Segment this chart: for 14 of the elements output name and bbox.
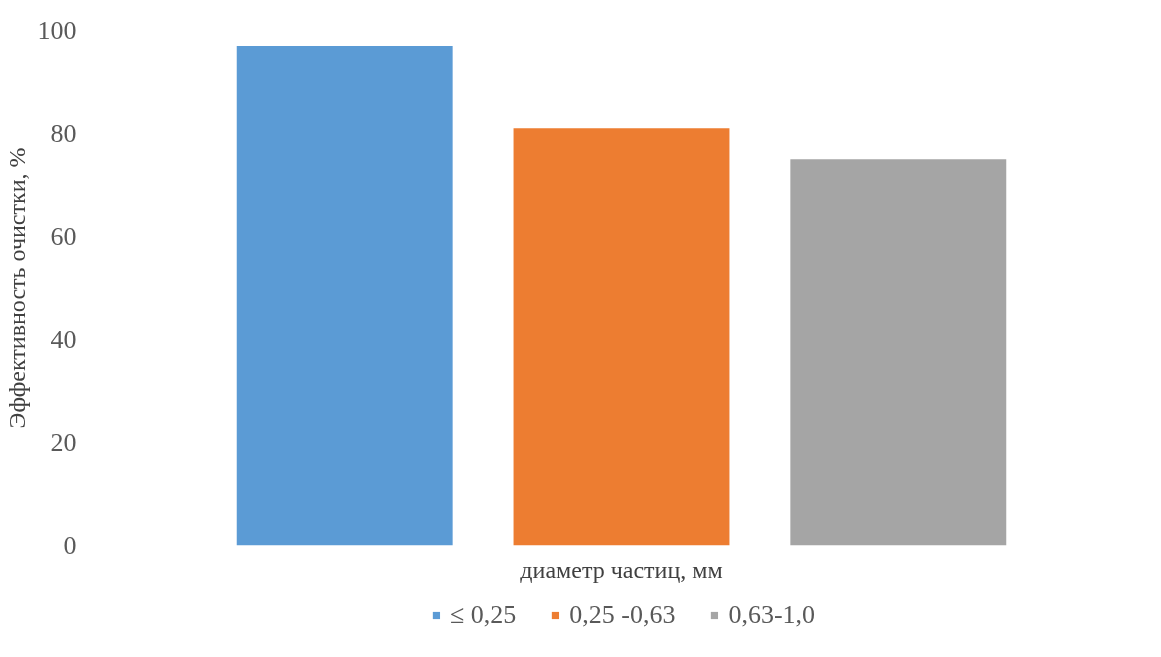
y-tick-label: 80 [50,119,77,148]
bar [236,45,453,546]
y-tick-label: 100 [37,16,77,45]
bar [790,159,1007,546]
legend-label: 0,25 -0,63 [569,600,676,630]
y-tick-label: 40 [50,325,77,354]
y-tick-label: 20 [50,428,77,457]
y-tick-label: 60 [50,222,77,251]
y-axis-title: Эффективность очистки, % [3,147,30,429]
y-tick-label: 0 [63,531,77,560]
legend-label: ≤ 0,25 [449,600,517,630]
x-axis-title: диаметр частиц, мм [520,556,723,583]
bar [513,128,730,546]
legend-label: 0,63-1,0 [728,600,816,630]
